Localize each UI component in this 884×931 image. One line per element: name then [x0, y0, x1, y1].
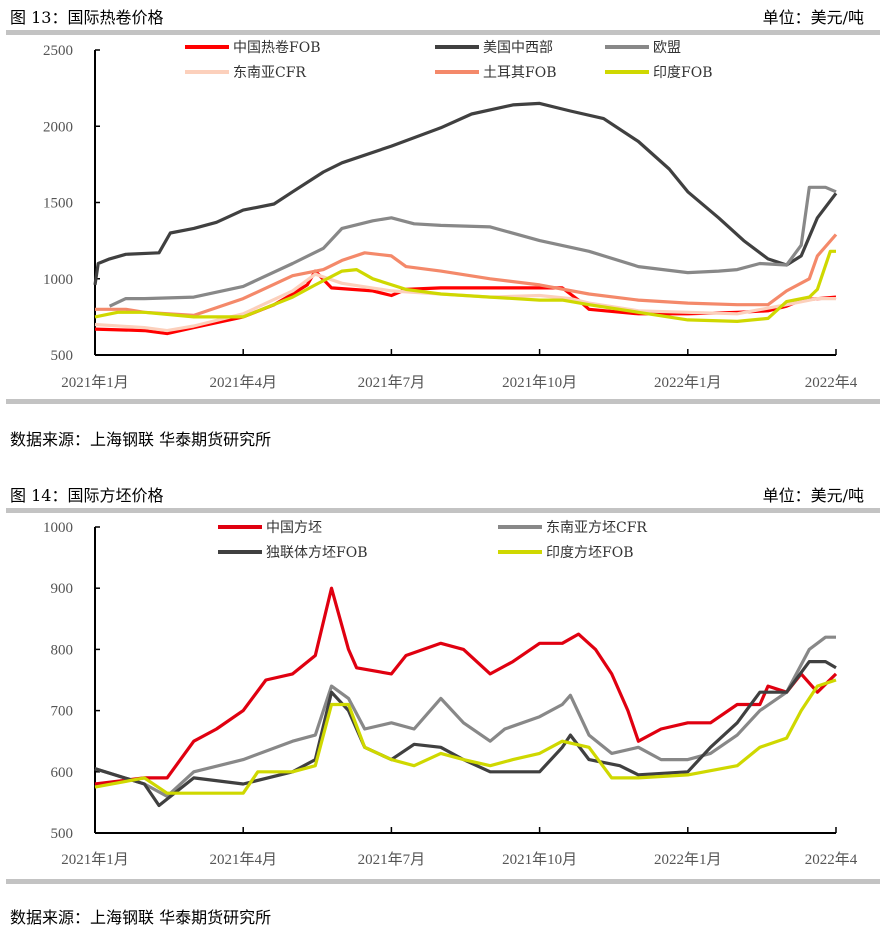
y-tick-label: 1000 — [43, 272, 73, 288]
y-tick-label: 800 — [51, 642, 74, 658]
figure-13-title: 图 13：国际热卷价格 — [10, 8, 164, 27]
y-tick-label: 600 — [51, 765, 74, 781]
divider — [6, 879, 880, 884]
legend-label: 中国方坯 — [266, 520, 322, 536]
divider — [6, 30, 880, 35]
legend-label: 欧盟 — [653, 40, 681, 56]
y-tick-label: 2000 — [43, 119, 73, 135]
legend-label: 土耳其FOB — [483, 65, 556, 81]
series-line-5 — [94, 249, 836, 323]
legend-label: 东南亚CFR — [233, 65, 306, 81]
legend-label: 东南亚方坯CFR — [546, 520, 647, 536]
figure-13-source: 数据来源：上海钢联 华泰期货研究所 — [10, 430, 272, 449]
x-tick-label: 2022年1月 — [654, 374, 722, 391]
x-tick-label: 2021年4月 — [209, 851, 277, 868]
x-tick-label: 2021年1月 — [61, 851, 129, 868]
y-tick-label: 1500 — [43, 196, 73, 212]
series-line-2 — [94, 660, 837, 808]
legend-label: 印度FOB — [653, 65, 712, 81]
x-tick-label: 2022年4 — [805, 374, 858, 391]
x-tick-label: 2021年10月 — [502, 374, 577, 391]
x-tick-label: 2022年4 — [805, 851, 858, 868]
series-line-4 — [95, 233, 838, 317]
legend-label: 印度方坯FOB — [546, 545, 633, 561]
series-line-2 — [108, 185, 837, 308]
x-tick-label: 2021年7月 — [358, 851, 426, 868]
legend-label: 中国热卷FOB — [233, 40, 320, 56]
divider — [6, 399, 880, 404]
y-tick-label: 900 — [51, 581, 74, 597]
series-line-0 — [94, 586, 838, 786]
billet-price-chart: 500 600 700 800 900 1000 2021年1月 2021年4月 2021年7月… — [43, 520, 858, 868]
y-tick-label: 1000 — [43, 520, 73, 536]
x-tick-label: 2021年1月 — [61, 374, 129, 391]
x-tick-label: 2022年1月 — [654, 851, 722, 868]
series-line-3 — [94, 678, 837, 795]
figure-14-unit: 单位：美元/吨 — [762, 486, 864, 505]
series-line-1 — [94, 635, 836, 798]
y-tick-label: 500 — [51, 826, 74, 842]
x-tick-label: 2021年7月 — [358, 374, 426, 391]
divider — [6, 508, 880, 513]
y-tick-label: 500 — [51, 348, 74, 364]
figure-13-unit: 单位：美元/吨 — [762, 8, 864, 27]
hrc-price-chart: 500 1000 1500 2000 2500 2021年1月 2021年4月 2021年7月… — [43, 40, 858, 391]
legend-label: 独联体方坯FOB — [266, 545, 367, 561]
figure-14-source: 数据来源：上海钢联 华泰期货研究所 — [10, 908, 272, 927]
x-tick-label: 2021年10月 — [502, 851, 577, 868]
y-tick-label: 2500 — [43, 43, 73, 59]
x-tick-label: 2021年4月 — [209, 374, 277, 391]
figure-14-title: 图 14：国际方坯价格 — [10, 486, 164, 505]
y-tick-label: 700 — [51, 704, 74, 720]
legend-label: 美国中西部 — [483, 40, 553, 56]
series-line-1 — [93, 101, 838, 286]
